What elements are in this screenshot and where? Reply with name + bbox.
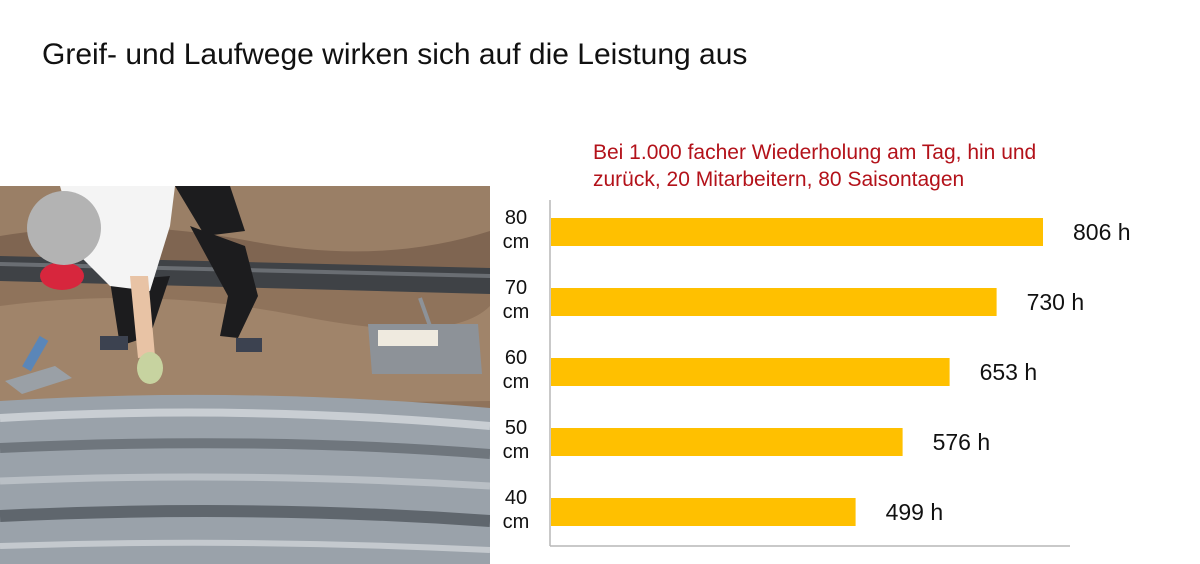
bar-70cm: [551, 288, 997, 316]
category-label: 70 cm: [503, 277, 530, 323]
field-worker-photo: [0, 186, 490, 564]
value-label: 806 h: [1073, 219, 1131, 245]
category-label: 40 cm: [503, 487, 530, 533]
value-label: 576 h: [933, 429, 991, 455]
page-title: Greif- und Laufwege wirken sich auf die …: [42, 38, 748, 71]
value-label: 499 h: [886, 499, 944, 525]
bar-40cm: [551, 498, 856, 526]
category-label: 60 cm: [503, 347, 530, 393]
bar-60cm: [551, 358, 950, 386]
category-label: 50 cm: [503, 417, 530, 463]
bar-80cm: [551, 218, 1043, 246]
value-label: 653 h: [980, 359, 1038, 385]
category-label: 80 cm: [503, 207, 530, 253]
bar-chart: 80 cm 806 h 70 cm 730 h 60 cm 653 h 50 cm 576 h 40 cm…: [503, 200, 1131, 547]
chart-subtitle: Bei 1.000 facher Wiederholung am Tag, hi…: [593, 141, 1037, 191]
value-label: 730 h: [1027, 289, 1085, 315]
bar-50cm: [551, 428, 903, 456]
